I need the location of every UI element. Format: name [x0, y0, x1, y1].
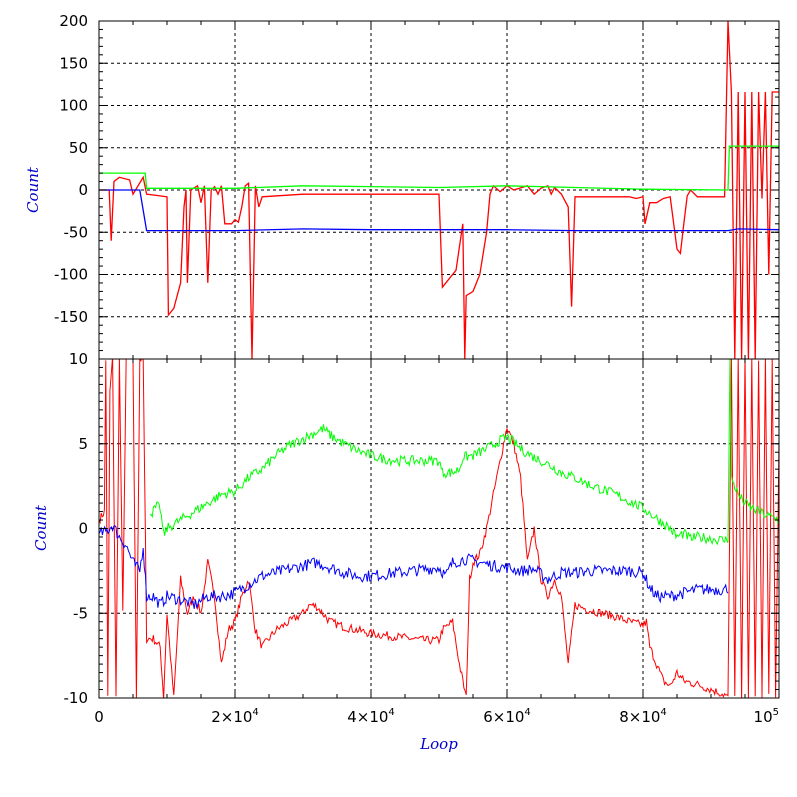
bottom-xlabel: Loop [419, 735, 458, 753]
y-tick-label: -10 [64, 689, 89, 707]
series-line-top-2 [99, 145, 779, 191]
bottom-plot-frame [98, 358, 780, 699]
y-tick-label: 200 [59, 12, 88, 30]
y-tick-label: -50 [64, 223, 89, 241]
y-tick-label: 150 [59, 54, 88, 72]
top-ylabel: Count [24, 166, 42, 213]
x-tick-label: 6×104 [483, 707, 531, 726]
y-tick-label: 50 [69, 139, 88, 157]
series-line-bot-2 [149, 359, 779, 546]
y-tick-label: 0 [78, 181, 88, 199]
y-tick-label: 100 [59, 97, 88, 115]
y-tick-label: -100 [54, 266, 88, 284]
y-tick-label: 5 [78, 435, 88, 453]
x-tick-label: 0 [94, 708, 104, 726]
bottom-series-group [99, 359, 779, 698]
bottom-ylabel: Count [32, 504, 50, 551]
series-line-top-1 [99, 189, 779, 232]
y-tick-label: -150 [54, 308, 88, 326]
series-line-bot-1 [99, 525, 729, 610]
y-tick-label: -5 [73, 604, 88, 622]
x-tick-label: 2×104 [211, 707, 259, 726]
y-tick-label: 10 [69, 350, 88, 368]
x-tick-label: 105 [754, 707, 779, 726]
top-tick-group: 200 150 100 50 0 -50 -100 -150 [54, 12, 780, 360]
top-panel: 200 150 100 50 0 -50 -100 -150 Count [24, 12, 780, 360]
series-line-bot-0 [99, 359, 779, 698]
y-tick-label: 0 [78, 520, 88, 538]
top-series-group [99, 21, 779, 359]
x-tick-label: 8×104 [619, 707, 667, 726]
x-tick-label: 4×104 [347, 707, 395, 726]
series-line-top-0 [99, 21, 779, 359]
